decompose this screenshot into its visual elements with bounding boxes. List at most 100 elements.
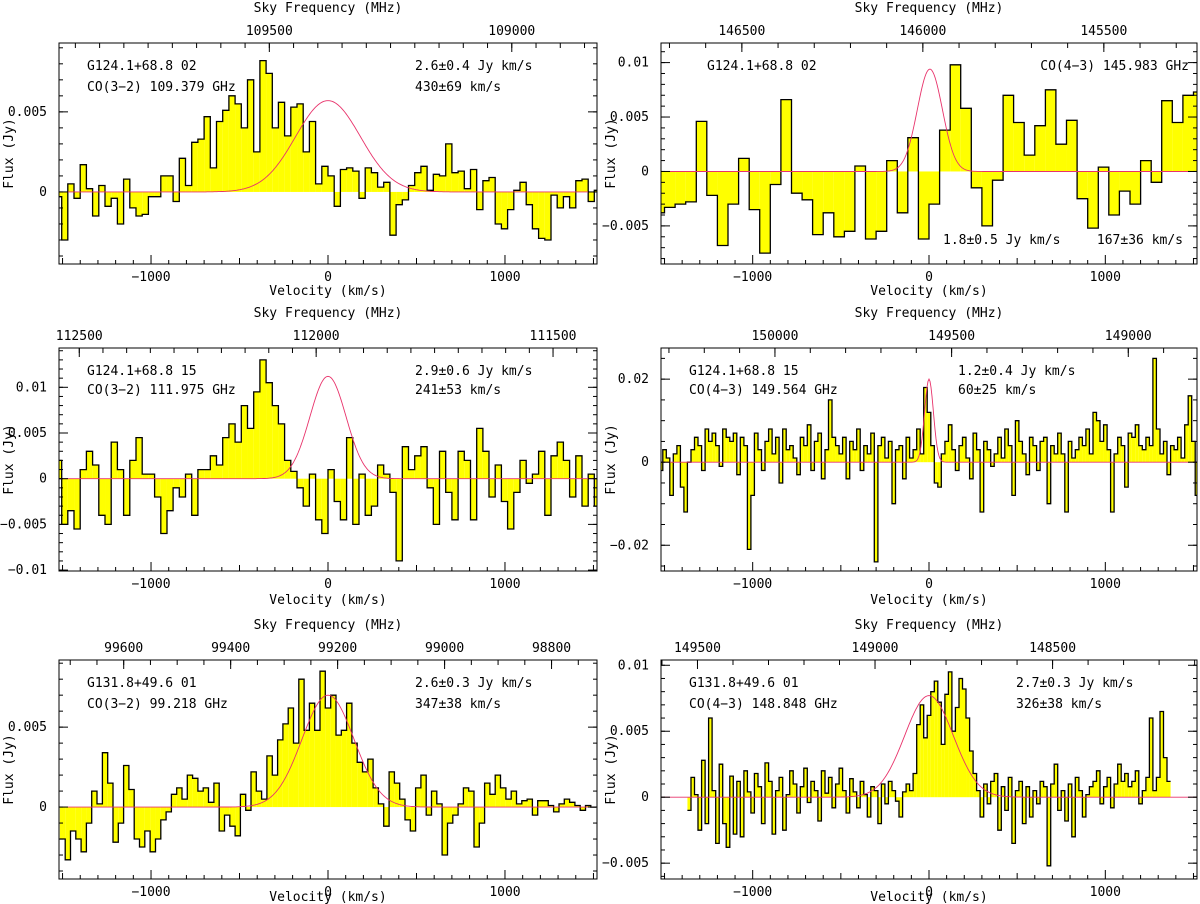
spectrum-bar	[913, 773, 917, 798]
spectrum-bar	[102, 752, 108, 808]
top-axis-title: Sky Frequency (MHz)	[855, 618, 1004, 633]
spectrum-bar	[895, 797, 900, 802]
spectrum-bar	[1181, 458, 1185, 463]
spectrum-bar	[290, 471, 298, 479]
spectrum-bar	[235, 807, 241, 836]
spectrum-bar	[765, 762, 769, 798]
spectrum-bar	[755, 479, 761, 482]
spectrum-bar	[768, 428, 773, 463]
spectrum-bar	[987, 449, 991, 463]
spectrum-bar	[266, 755, 273, 808]
spectrum-bar	[394, 783, 400, 808]
spectrum-bar	[288, 707, 294, 808]
spectrum-bar	[383, 474, 390, 479]
spectrum-bar	[888, 441, 892, 463]
line-id-label: CO(3−2) 99.218 GHz	[87, 697, 228, 712]
spectrum-bar	[669, 462, 674, 496]
spectrum-bar	[1024, 155, 1035, 172]
spectrum-bar	[842, 790, 847, 798]
plot-area	[661, 64, 1197, 254]
spectrum-bar	[1025, 786, 1030, 798]
spectrum-bar	[414, 172, 421, 192]
spectrum-bar	[365, 167, 372, 192]
spectrum-bar	[1152, 358, 1157, 463]
spectrum-bar	[726, 797, 730, 848]
spectrum-bar	[632, 192, 638, 198]
spectrum-bar	[476, 191, 483, 210]
spectrum-bar	[884, 458, 889, 463]
spectrum-bar	[814, 790, 818, 798]
spectrum-bar	[842, 437, 847, 463]
spectrum-bar	[736, 462, 741, 475]
spectrum-bar	[731, 479, 737, 484]
spectrum-bar	[229, 807, 236, 827]
spectrum-bar	[1057, 433, 1062, 463]
spectrum-bar	[846, 797, 850, 814]
spectrum-bar	[1119, 171, 1130, 192]
spectrum-bar	[74, 478, 81, 529]
spectrum-bar	[690, 777, 695, 798]
spectrum-bar	[666, 458, 670, 463]
spectrum-bar	[1167, 781, 1171, 798]
spectrum-bar	[1036, 462, 1041, 471]
spectrum-bar	[1075, 449, 1079, 463]
spectrum-bar	[856, 428, 861, 463]
x-tick-label: 1000	[1090, 270, 1121, 285]
spectrum-bar	[1174, 449, 1178, 463]
spectrum-bar	[833, 171, 845, 237]
spectrum-bar	[1191, 441, 1196, 463]
spectrum-bar	[185, 474, 192, 479]
spectrum-bar	[1064, 797, 1069, 821]
spectrum-bar	[1195, 462, 1197, 496]
spectrum-bar	[479, 807, 485, 824]
spectrum-bar	[520, 460, 527, 479]
spectrum-bar	[160, 175, 167, 192]
spectrum-bar	[690, 449, 695, 463]
x-tick-label: 1000	[489, 270, 520, 285]
spectrum-bar	[537, 800, 544, 808]
x-tick-label: 0	[925, 577, 933, 592]
spectrum-bar	[91, 791, 98, 808]
spectrum-bar	[179, 158, 186, 192]
spectrum-bar	[1156, 777, 1160, 798]
spectrum-bar	[544, 191, 551, 240]
spectrum-bar	[1050, 445, 1055, 463]
spectrum-bar	[1004, 428, 1009, 463]
spectrum-bar	[650, 155, 656, 192]
spectrum-bar	[160, 807, 167, 820]
spectrum-bar	[216, 121, 223, 192]
spectrum-bar	[346, 437, 353, 479]
spectrum-bar	[1092, 412, 1097, 463]
spectrum-bar	[340, 478, 347, 520]
spectrum-bar	[1082, 445, 1086, 463]
spectrum-bar	[747, 462, 751, 550]
spectrum-bar	[358, 191, 366, 199]
spectrum-bar	[1029, 437, 1034, 463]
spectrum-bar	[451, 478, 459, 520]
spectrum-bar	[1188, 395, 1192, 463]
spectrum-bar	[817, 433, 822, 463]
spectrum-bar	[860, 462, 864, 471]
spectrum-bar	[601, 192, 607, 219]
spectrum-bar	[1078, 790, 1083, 798]
plot-area	[661, 671, 1197, 867]
spectrum-bar	[253, 151, 260, 192]
spectrum-bar	[930, 691, 935, 798]
spectrum-bar	[203, 787, 209, 808]
spectrum-bar	[86, 188, 93, 192]
spectrum-bar	[800, 437, 804, 463]
spectrum-bar	[420, 775, 427, 808]
y-axis-title: Flux (Jy)	[2, 118, 17, 188]
spectrum-bar	[377, 464, 384, 479]
spectrum-bar	[791, 171, 803, 194]
spectrum-bar	[520, 182, 527, 192]
spectrum-bar	[870, 786, 875, 798]
spectrum-bar	[489, 794, 496, 808]
y-axis-title: Flux (Jy)	[604, 118, 619, 188]
spectrum-bar	[1167, 462, 1171, 475]
spectrum-bar	[962, 689, 967, 798]
spectrum-bar	[650, 447, 656, 479]
spectrum-bar	[290, 107, 298, 192]
source-name-label: G124.1+68.8 15	[689, 364, 799, 379]
spectrum-bar	[902, 462, 907, 479]
